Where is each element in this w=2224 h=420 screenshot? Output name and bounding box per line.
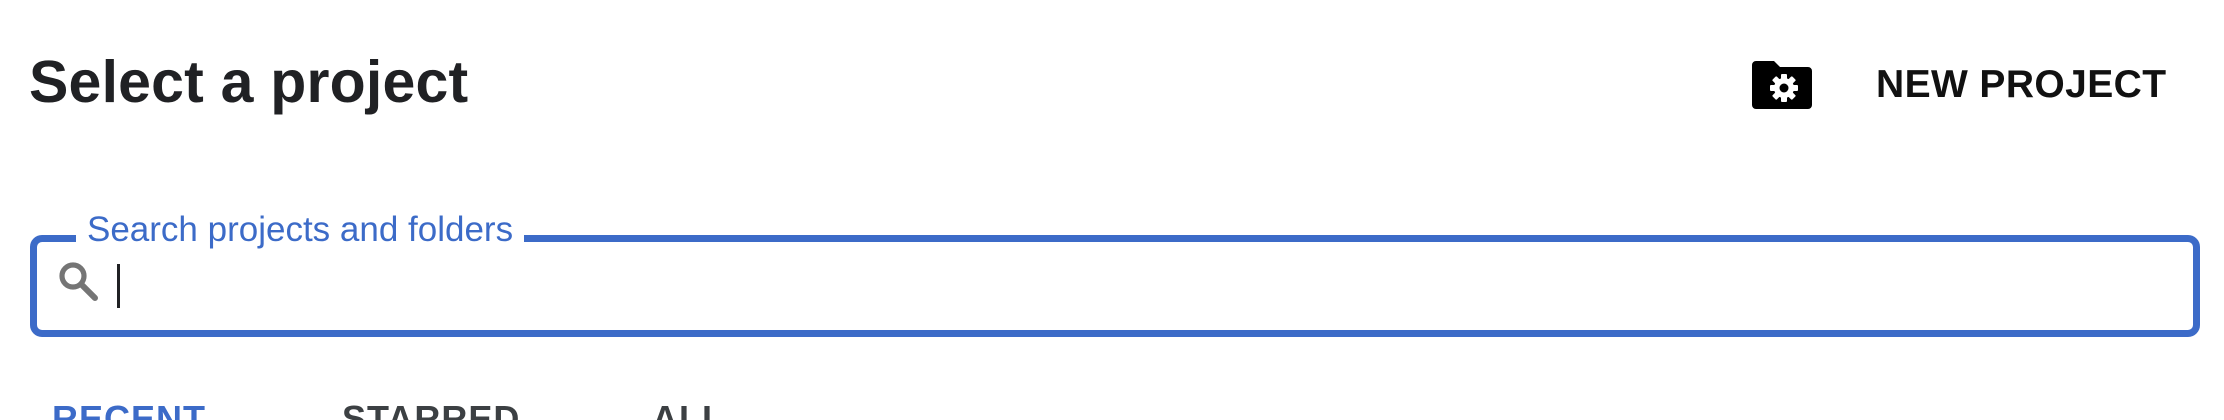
tab-recent[interactable]: RECENT [52, 398, 207, 420]
search-field-label: Search projects and folders [76, 206, 525, 254]
new-project-button[interactable]: NEW PROJECT [1876, 63, 2167, 106]
dialog-title: Select a project [29, 49, 469, 115]
search-icon [54, 257, 102, 305]
tab-all[interactable]: ALL [652, 398, 725, 420]
text-cursor [117, 264, 120, 308]
folder-gear-icon [1752, 61, 1812, 109]
search-input[interactable] [114, 254, 2174, 310]
project-tabs: RECENT STARRED ALL [0, 398, 2224, 420]
tab-starred[interactable]: STARRED [342, 398, 521, 420]
manage-resources-button[interactable] [1742, 52, 1822, 118]
